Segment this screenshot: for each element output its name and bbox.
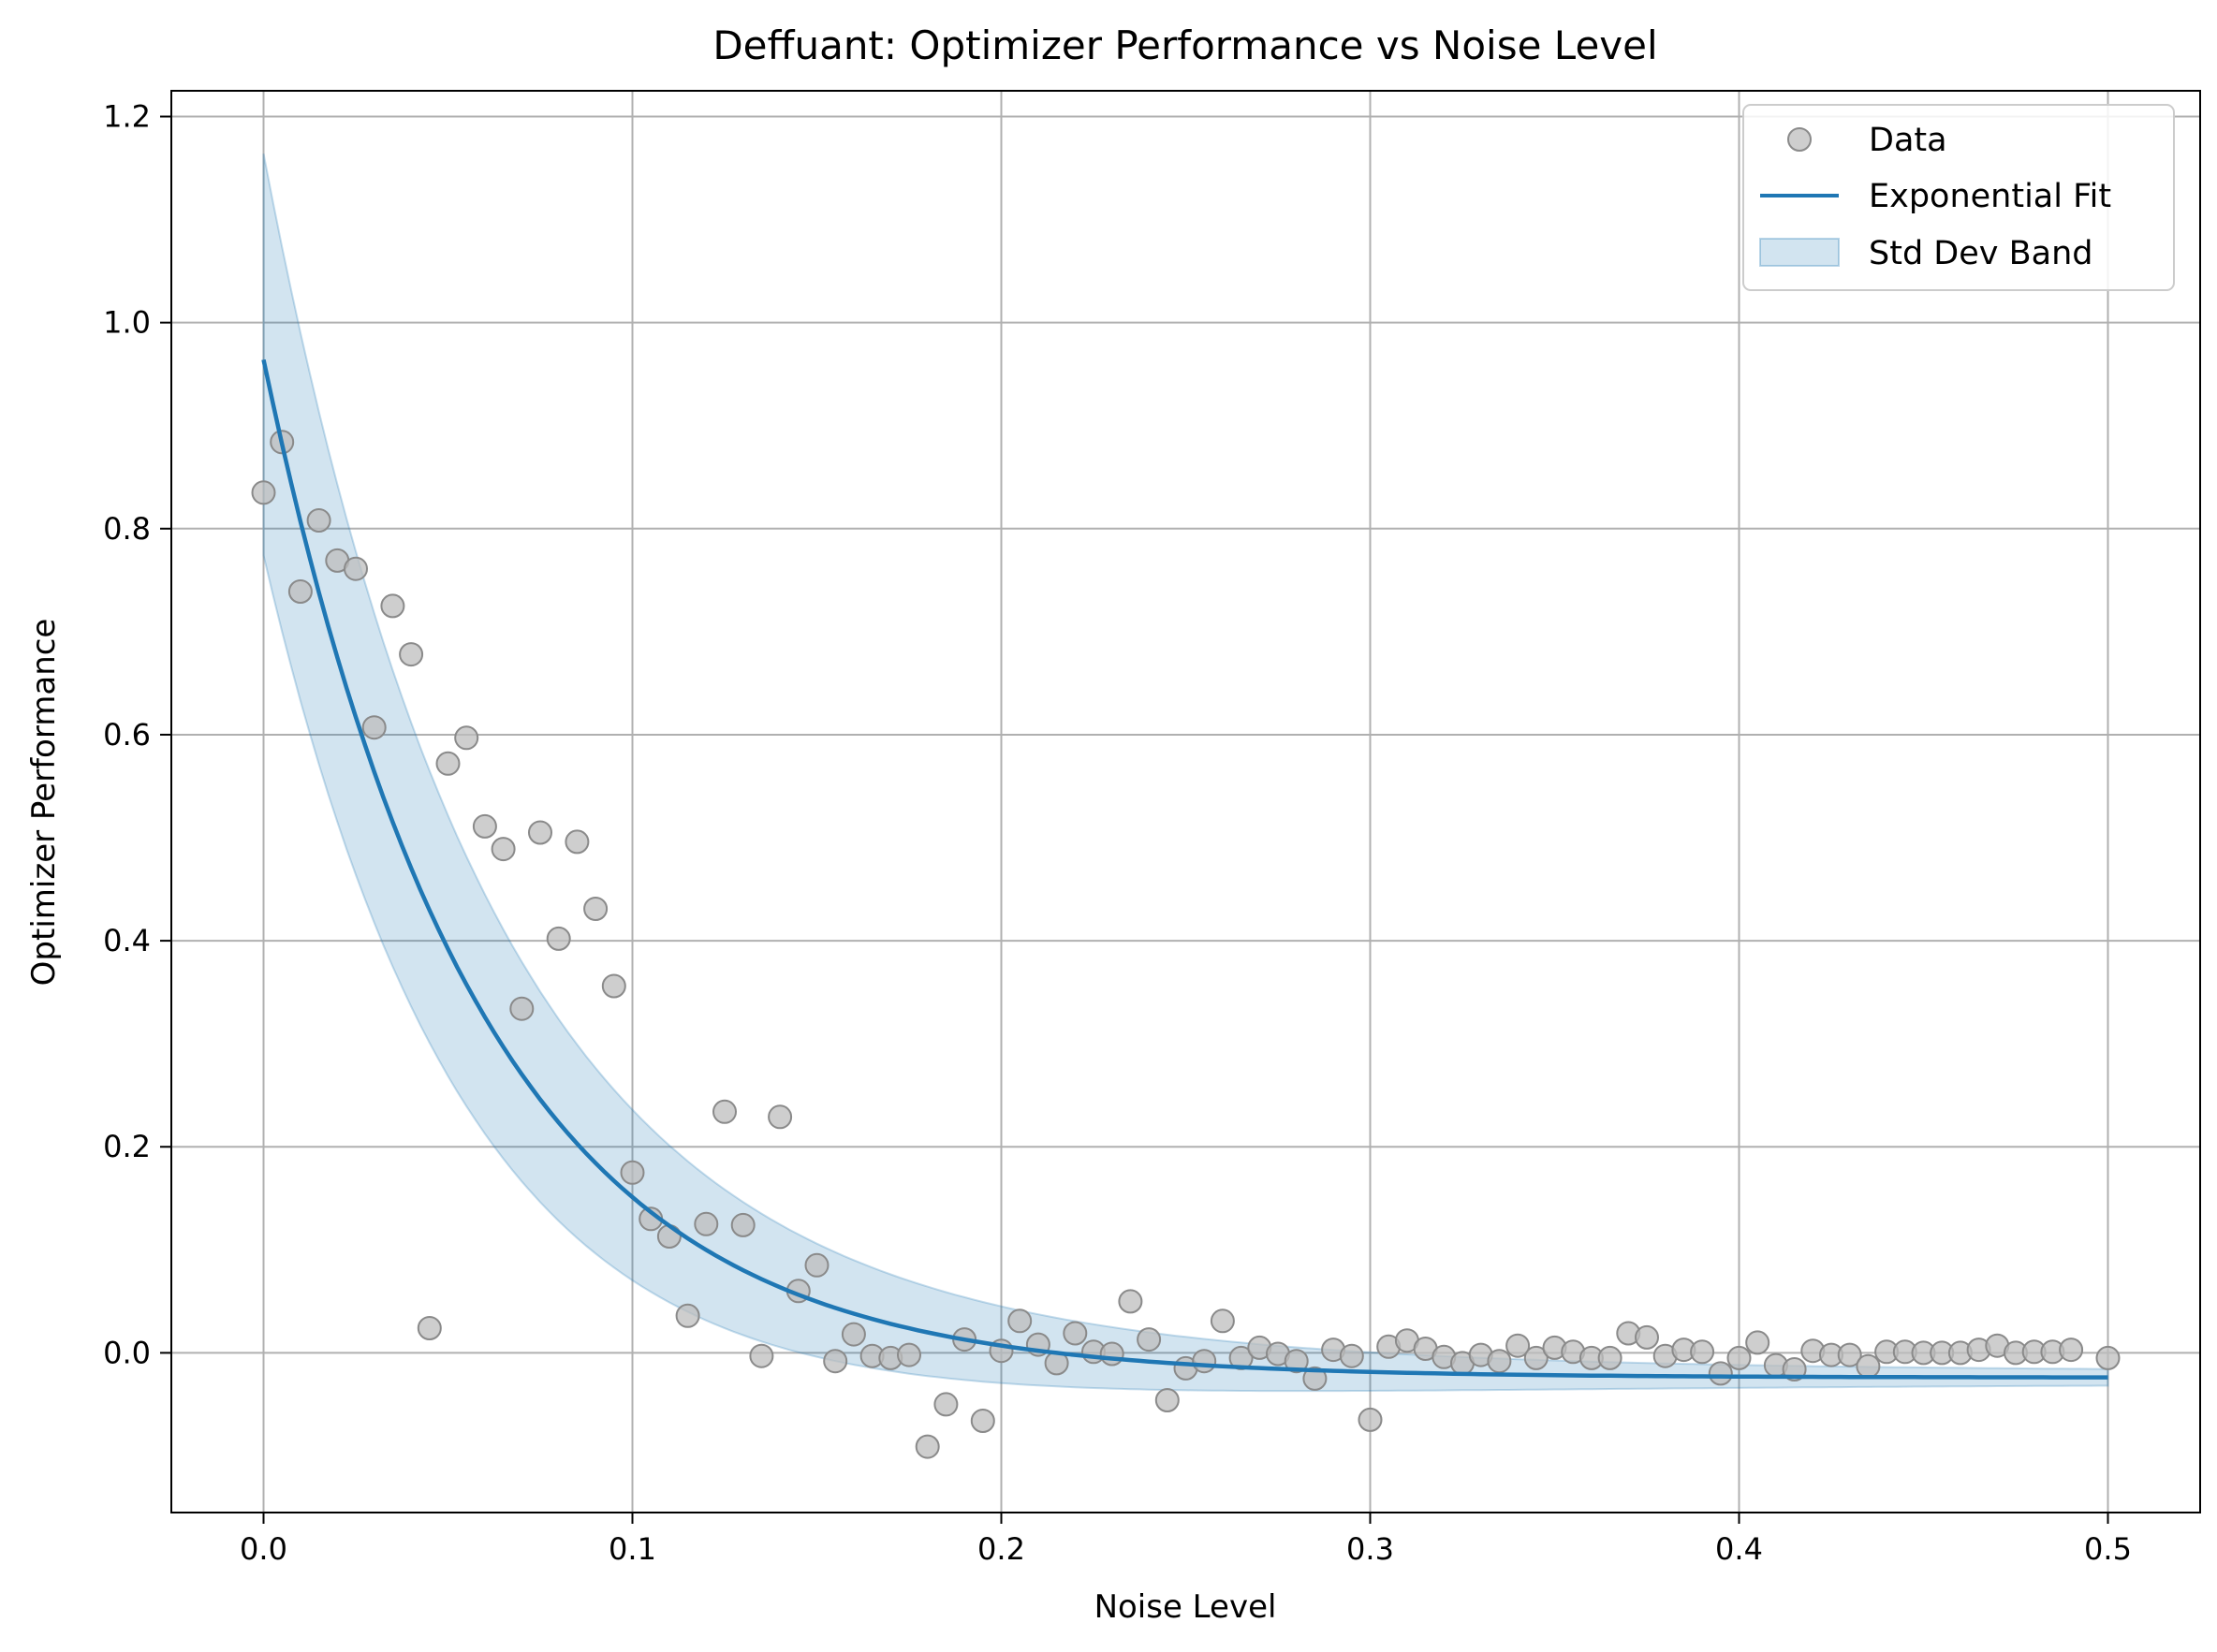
scatter-point xyxy=(417,1316,442,1340)
y-ticks: 0.0 0.2 0.4 0.6 0.8 1.0 1.2 xyxy=(103,99,171,1370)
legend-box xyxy=(1742,104,2175,291)
scatter-point xyxy=(565,829,590,855)
scatter-point xyxy=(970,1409,995,1433)
x-tick-label: 0.4 xyxy=(1715,1531,1763,1567)
scatter-point xyxy=(601,973,626,999)
scatter-point xyxy=(306,508,331,533)
scatter-point xyxy=(1505,1333,1531,1358)
scatter-point xyxy=(472,813,497,839)
legend-label-fit: Exponential Fit xyxy=(1869,178,2111,215)
scatter-point xyxy=(1099,1341,1124,1367)
scatter-point xyxy=(1597,1345,1622,1370)
x-tick-label: 0.1 xyxy=(609,1531,656,1567)
scatter-point xyxy=(1210,1308,1235,1334)
scatter-point xyxy=(251,480,276,505)
y-tick-label: 1.2 xyxy=(103,99,151,135)
scatter-point xyxy=(454,725,479,751)
scatter-point xyxy=(361,715,387,740)
legend-marker-band xyxy=(1759,238,1840,267)
scatter-point xyxy=(933,1392,959,1417)
scatter-point xyxy=(1837,1342,1862,1367)
scatter-point xyxy=(1745,1330,1770,1355)
scatter-point xyxy=(1358,1407,1383,1432)
scatter-point xyxy=(1635,1324,1659,1350)
y-axis-title: Optimizer Performance xyxy=(25,619,63,987)
scatter-point xyxy=(1487,1349,1512,1374)
exponential-fit-line xyxy=(261,358,2108,1380)
scatter-point xyxy=(435,751,461,776)
y-tick-label: 0.0 xyxy=(103,1335,151,1370)
grid-lines xyxy=(171,91,2200,1513)
scatter-point xyxy=(823,1349,848,1374)
scatter-point xyxy=(749,1343,774,1368)
scatter-point xyxy=(380,593,405,619)
y-tick-label: 0.8 xyxy=(103,511,151,547)
scatter-point xyxy=(1726,1345,1752,1370)
x-axis-title: Noise Level xyxy=(1094,1588,1277,1626)
scatter-point xyxy=(915,1434,940,1459)
scatter-point xyxy=(344,556,368,581)
y-tick-label: 1.0 xyxy=(103,305,151,341)
y-tick-label: 0.2 xyxy=(103,1129,151,1164)
legend: Data Exponential Fit Std Dev Band xyxy=(1742,104,2175,291)
scatter-point xyxy=(841,1322,866,1347)
scatter-point xyxy=(399,642,424,667)
chart-title: Deffuant: Optimizer Performance vs Noise… xyxy=(712,22,1657,68)
scatter-point xyxy=(1007,1308,1033,1334)
x-tick-label: 0.2 xyxy=(977,1531,1025,1567)
scatter-point xyxy=(1192,1349,1217,1374)
scatter-point xyxy=(2059,1338,2084,1363)
fit-line xyxy=(261,358,2108,1380)
scatter-point xyxy=(1118,1289,1143,1314)
x-tick-label: 0.0 xyxy=(240,1531,287,1567)
scatter-point xyxy=(620,1160,645,1185)
scatter-point xyxy=(656,1224,682,1249)
scatter-point xyxy=(897,1342,921,1367)
plot-frame xyxy=(170,90,2201,1513)
scatter-point xyxy=(491,837,516,862)
scatter-point xyxy=(730,1212,756,1237)
scatter-point xyxy=(583,897,609,921)
y-tick-label: 0.6 xyxy=(103,717,151,753)
scatter-point xyxy=(528,820,552,845)
x-tick-label: 0.3 xyxy=(1346,1531,1394,1567)
scatter-point xyxy=(804,1252,830,1278)
scatter-point xyxy=(546,926,571,951)
x-tick-label: 0.5 xyxy=(2084,1531,2132,1567)
legend-label-data: Data xyxy=(1869,122,1947,159)
scatter-point xyxy=(1154,1388,1180,1412)
scatter-point xyxy=(287,579,313,604)
y-tick-label: 0.4 xyxy=(103,923,151,958)
scatter-point xyxy=(675,1303,700,1328)
legend-label-band: Std Dev Band xyxy=(1869,235,2092,272)
x-ticks: 0.0 0.1 0.2 0.3 0.4 0.5 xyxy=(240,1513,2132,1567)
scatter-point xyxy=(694,1211,719,1236)
scatter-point xyxy=(1063,1321,1088,1346)
scatter-point xyxy=(1284,1349,1309,1374)
scatter-point xyxy=(1690,1339,1715,1365)
scatter-point xyxy=(768,1104,793,1130)
scatter-point xyxy=(1708,1361,1733,1386)
scatter-point xyxy=(1856,1353,1881,1379)
scatter-point xyxy=(2095,1345,2121,1370)
scatter-point xyxy=(1523,1345,1549,1370)
scatter-point xyxy=(1302,1366,1328,1391)
scatter-point xyxy=(1339,1343,1364,1368)
legend-marker-data xyxy=(1787,127,1812,152)
scatter-point xyxy=(1137,1327,1162,1352)
scatter-point xyxy=(509,996,535,1021)
scatter-point xyxy=(712,1099,737,1124)
